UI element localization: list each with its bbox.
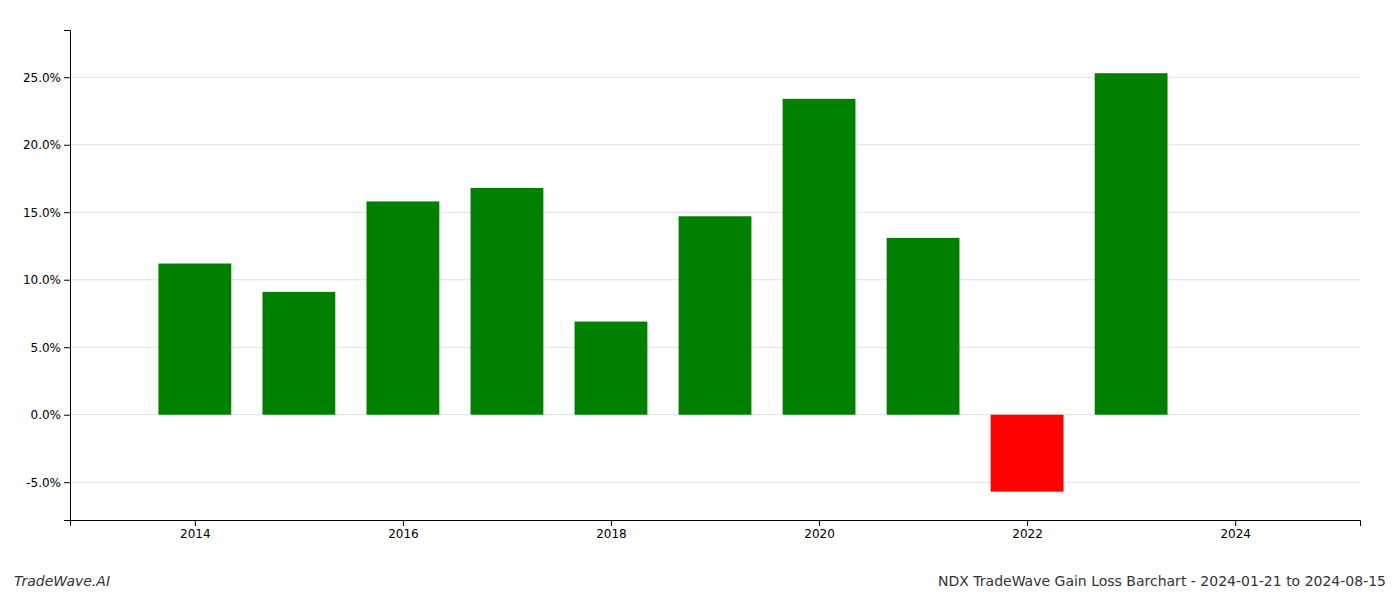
y-axis: -5.0% 0.0% 5.0% 10.0% 15.0% 20.0% 25.0%: [23, 31, 71, 521]
x-tick-label: 2022: [1012, 527, 1043, 541]
title: NDX TradeWave Gain Loss Barchart - 2024-…: [938, 573, 1386, 589]
bar: [575, 322, 648, 415]
x-tick: 2018: [596, 520, 627, 541]
bar: [158, 264, 231, 415]
grid-line: [70, 482, 1360, 483]
x-tick-label: 2014: [180, 527, 211, 541]
x-tick-mark: [403, 520, 404, 526]
y-tick-label: 10.0%: [23, 273, 61, 287]
chart: 2014 2016 2018 2020 2022 2024 -5.0% 0.0% 5.0% 10.…: [0, 0, 1400, 600]
y-tick: 5.0%: [31, 341, 71, 355]
x-tick: 2016: [388, 520, 419, 541]
x-tick-mark: [1235, 520, 1236, 526]
y-tick-mark: [64, 415, 70, 416]
y-tick-mark: [64, 482, 70, 483]
bar: [887, 238, 960, 415]
x-tick-mark: [195, 520, 196, 526]
y-tick-mark: [64, 347, 70, 348]
y-tick: 15.0%: [23, 206, 70, 220]
y-tick: 25.0%: [23, 71, 70, 85]
y-tick-label: 15.0%: [23, 206, 61, 220]
y-tick: 10.0%: [23, 273, 70, 287]
y-tick-label: -5.0%: [26, 476, 61, 490]
x-tick-mark: [611, 520, 612, 526]
y-tick-label: 0.0%: [31, 408, 62, 422]
x-tick-label: 2024: [1220, 527, 1251, 541]
bar: [471, 188, 544, 415]
y-tick: 0.0%: [31, 408, 71, 422]
y-tick: -5.0%: [26, 476, 70, 490]
x-axis-line: [71, 521, 1361, 527]
x-tick: 2024: [1220, 520, 1251, 541]
y-tick-label: 25.0%: [23, 71, 61, 85]
x-axis: 2014 2016 2018 2020 2022 2024: [71, 520, 1361, 541]
y-tick-mark: [64, 145, 70, 146]
x-tick-label: 2020: [804, 527, 835, 541]
y-tick-mark: [64, 212, 70, 213]
bar: [262, 292, 335, 415]
bars: [158, 73, 1167, 491]
x-tick: 2020: [804, 520, 835, 541]
x-tick-label: 2016: [388, 527, 419, 541]
y-tick-mark: [64, 77, 70, 78]
bar: [991, 415, 1064, 492]
x-tick: 2014: [180, 520, 211, 541]
y-tick: 20.0%: [23, 138, 70, 152]
x-tick: 2022: [1012, 520, 1043, 541]
bar: [679, 216, 752, 414]
y-axis-line: [64, 31, 71, 521]
y-tick-mark: [64, 280, 70, 281]
x-tick-mark: [819, 520, 820, 526]
bar: [783, 99, 856, 415]
y-tick-label: 20.0%: [23, 138, 61, 152]
watermark: TradeWave.AI: [14, 573, 110, 589]
x-tick-label: 2018: [596, 527, 627, 541]
y-tick-label: 5.0%: [31, 341, 62, 355]
bar: [366, 201, 439, 414]
plot: 2014 2016 2018 2020 2022 2024 -5.0% 0.0% 5.0% 10.…: [23, 31, 1361, 541]
bar: [1095, 73, 1168, 415]
x-tick-mark: [1027, 520, 1028, 526]
